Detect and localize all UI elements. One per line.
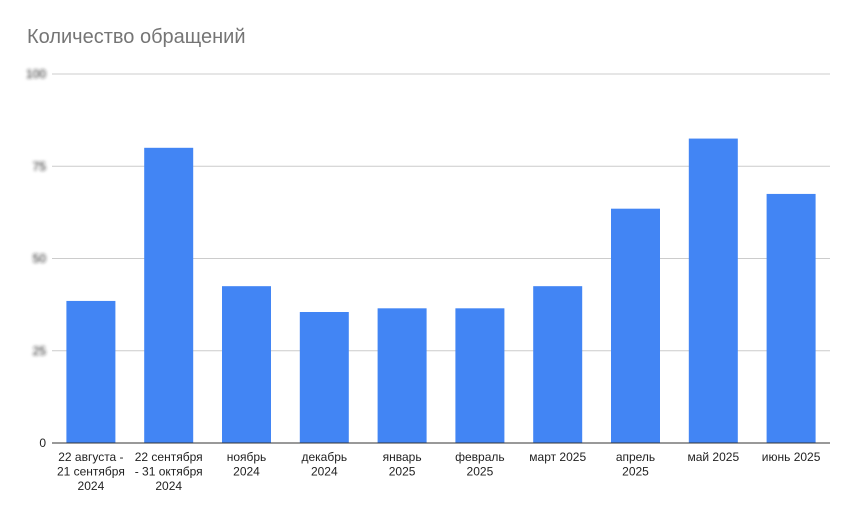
bars xyxy=(66,138,816,444)
x-tick-label-line: январь xyxy=(383,450,422,464)
x-tick-label-line: 22 августа - xyxy=(58,450,123,464)
x-tick-label-line: 2024 xyxy=(155,479,182,493)
bar xyxy=(611,208,660,443)
x-tick-label-line: 21 сентября xyxy=(57,465,125,479)
y-tick-label: 100 xyxy=(26,67,46,81)
y-tick-label: 75 xyxy=(33,159,47,173)
bar xyxy=(455,308,505,443)
bar xyxy=(66,300,116,443)
x-tick-label-line: июнь 2025 xyxy=(762,450,821,464)
bar xyxy=(533,286,583,443)
x-tick-label-line: февраль xyxy=(455,450,505,464)
x-tick-label-line: апрель xyxy=(616,450,655,464)
y-axis-ticks: 0 25 50 75 100 xyxy=(26,67,46,450)
y-tick-label: 25 xyxy=(33,344,47,358)
x-tick-label: июнь 2025 xyxy=(762,450,821,464)
x-tick-label-line: 2025 xyxy=(622,465,649,479)
x-tick-label: май 2025 xyxy=(687,450,739,464)
x-tick-label-line: 2025 xyxy=(389,465,416,479)
bar xyxy=(222,286,271,443)
bar xyxy=(144,147,194,444)
y-tick-label: 0 xyxy=(39,436,46,450)
x-tick-label-line: март 2025 xyxy=(529,450,586,464)
x-tick-label-line: май 2025 xyxy=(687,450,739,464)
bar xyxy=(377,308,427,443)
x-tick-label-line: ноябрь xyxy=(227,450,267,464)
x-tick-label-line: 2024 xyxy=(311,465,338,479)
bar xyxy=(766,193,816,443)
x-tick-label-line: - 31 октября xyxy=(135,465,203,479)
x-tick-label-line: 2024 xyxy=(78,479,105,493)
chart-title: Количество обращений xyxy=(27,26,246,48)
x-tick-label-line: 2024 xyxy=(233,465,260,479)
x-tick-label-line: декабрь xyxy=(301,450,347,464)
x-tick-label-line: 2025 xyxy=(467,465,494,479)
x-tick-label: март 2025 xyxy=(529,450,586,464)
x-tick-label-line: 22 сентября xyxy=(135,450,203,464)
y-tick-label: 50 xyxy=(33,252,47,266)
bar xyxy=(688,138,738,443)
bar xyxy=(299,312,349,443)
